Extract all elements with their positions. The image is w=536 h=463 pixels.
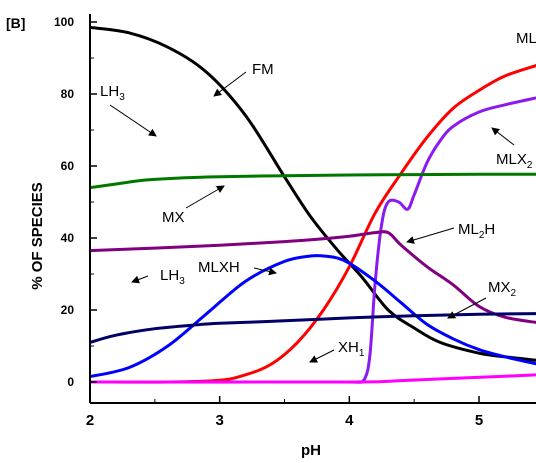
y-tick-label: 100 bbox=[54, 15, 74, 29]
y-axis-title: % OF SPECIES bbox=[29, 182, 46, 290]
annotation-mlx2-arrow bbox=[491, 127, 515, 146]
x-tick-label: 2 bbox=[86, 412, 94, 429]
series-line-xh bbox=[90, 373, 536, 384]
annotation-mx-label: MX bbox=[162, 209, 185, 226]
y-tick-label: 40 bbox=[61, 231, 75, 245]
series-line-mx2 bbox=[90, 312, 536, 344]
x-tick-label: 3 bbox=[215, 412, 223, 429]
annotation-mx2: MX2 bbox=[447, 279, 517, 319]
annotation-mx-arrow bbox=[185, 185, 225, 209]
x-tick-label: 4 bbox=[345, 412, 354, 429]
x-axis-title: pH bbox=[301, 442, 321, 459]
annotation-mx: MX bbox=[162, 185, 225, 226]
y-tick-label: 60 bbox=[61, 159, 75, 173]
series-layer bbox=[90, 25, 536, 384]
series-line-mx bbox=[90, 172, 536, 190]
annotation-fm-label: FM bbox=[252, 61, 274, 78]
annotation-ml2h-arrow bbox=[406, 227, 455, 244]
series-line-fm bbox=[90, 25, 536, 362]
tick-layer: 0 20 40 60 80 100 2 3 4 5 bbox=[54, 15, 483, 429]
annotation-mlx2-label: MLX2 bbox=[496, 151, 533, 171]
annotation-mx2-arrow bbox=[447, 297, 487, 319]
annotation-ml-label: ML bbox=[516, 30, 536, 47]
series-line-mlxh bbox=[90, 254, 536, 379]
annotation-xh1: XH1 bbox=[309, 339, 365, 363]
annotation-mlxh-label: MLXH bbox=[198, 259, 240, 276]
annotation-ml: ML bbox=[516, 30, 536, 47]
annotation-ml2h-label: ML2H bbox=[458, 221, 495, 241]
annotation-lh3-top: LH3 bbox=[100, 83, 157, 137]
panel-label: [B] bbox=[6, 15, 25, 31]
annotation-lh3-mid: LH3 bbox=[131, 267, 185, 287]
annotation-fm: FM bbox=[213, 61, 274, 97]
annotation-lh3-top-label: LH3 bbox=[100, 83, 125, 103]
series-line-ml bbox=[90, 64, 536, 384]
annotation-xh1-arrow bbox=[309, 349, 335, 363]
annotation-mx2-label: MX2 bbox=[488, 279, 517, 299]
annotation-lh3-mid-arrow bbox=[131, 275, 149, 284]
annotation-mlxh: MLXH bbox=[198, 259, 277, 276]
annotation-xh1-label: XH1 bbox=[338, 339, 365, 359]
annotation-mlx2: MLX2 bbox=[491, 127, 533, 171]
y-tick-label: 80 bbox=[61, 87, 75, 101]
annotation-fm-arrow bbox=[213, 71, 247, 97]
y-tick-label: 20 bbox=[61, 303, 75, 317]
x-tick-label: 5 bbox=[475, 412, 483, 429]
annotation-mlxh-arrow bbox=[253, 267, 277, 276]
series-line-ml2h bbox=[90, 230, 536, 324]
annotation-lh3-mid-label: LH3 bbox=[160, 267, 185, 287]
y-tick-label: 0 bbox=[67, 375, 74, 389]
annotation-ml2h: ML2H bbox=[406, 221, 495, 244]
annotation-lh3-top-arrow bbox=[109, 104, 157, 137]
